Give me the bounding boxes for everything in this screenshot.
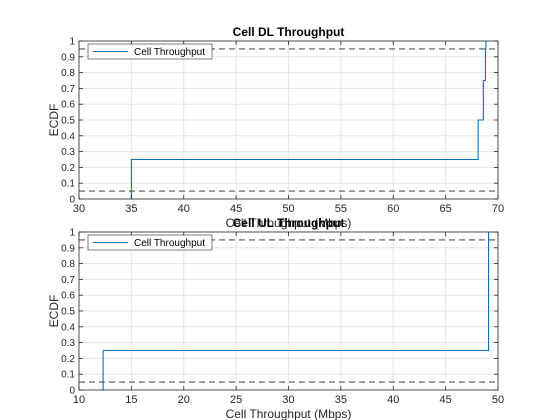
chart-title: Cell DL Throughput (233, 25, 345, 39)
legend-box (87, 234, 213, 251)
chart-title: Cell UL Throughput (233, 216, 345, 230)
y-tick-label: 0.1 (61, 370, 75, 381)
y-tick-label: 0.5 (61, 307, 75, 318)
y-tick-label: 0.1 (61, 179, 75, 190)
y-tick-label: 0.2 (61, 163, 75, 174)
x-tick-label: 50 (492, 394, 504, 406)
y-tick-label: 0.2 (61, 354, 75, 365)
y-tick-label: 0.9 (61, 52, 75, 63)
y-axis-label: ECDF (47, 295, 61, 328)
x-tick-label: 35 (335, 394, 347, 406)
x-tick-label: 45 (440, 394, 452, 406)
x-tick-label: 65 (440, 203, 452, 215)
x-tick-label: 15 (125, 394, 137, 406)
y-axis-label: ECDF (47, 104, 61, 137)
x-tick-label: 35 (125, 203, 137, 215)
x-tick-label: 60 (387, 203, 399, 215)
x-tick-label: 40 (387, 394, 399, 406)
y-tick-label: 0.3 (61, 147, 75, 158)
x-axis-label: Cell Throughput (Mbps) (226, 216, 352, 230)
x-axis-label: Cell Throughput (Mbps) (226, 407, 352, 420)
x-tick-label: 70 (492, 203, 504, 215)
y-tick-label: 0 (69, 386, 75, 397)
y-tick-label: 0.8 (61, 68, 75, 79)
y-tick-label: 0.9 (61, 243, 75, 254)
series-line (102, 232, 490, 390)
y-tick-label: 1 (69, 37, 75, 48)
legend-label: Cell Throughput (134, 47, 205, 58)
y-tick-label: 0.7 (61, 84, 75, 95)
y-tick-label: 0.6 (61, 291, 75, 302)
x-tick-label: 25 (230, 394, 242, 406)
x-tick-label: 30 (282, 394, 294, 406)
x-tick-label: 10 (73, 394, 85, 406)
y-tick-label: 0 (69, 195, 75, 206)
x-tick-label: 50 (282, 203, 294, 215)
legend-box (87, 43, 213, 60)
y-tick-label: 0.8 (61, 259, 75, 270)
y-tick-label: 0.5 (61, 116, 75, 127)
y-tick-label: 0.4 (61, 131, 75, 142)
y-tick-label: 0.4 (61, 322, 75, 333)
x-tick-label: 55 (335, 203, 347, 215)
y-tick-label: 0.7 (61, 275, 75, 286)
x-tick-label: 40 (178, 203, 190, 215)
legend-label: Cell Throughput (134, 238, 205, 249)
y-tick-label: 1 (69, 228, 75, 239)
x-tick-label: 30 (73, 203, 85, 215)
y-tick-label: 0.6 (61, 100, 75, 111)
y-tick-label: 0.3 (61, 338, 75, 349)
x-tick-label: 20 (178, 394, 190, 406)
ul-throughput-chart: 10 15 20 25 30 35 40 45 50 0 0.1 0.2 0.3 0.4 0.5 0.6 0.7… (47, 216, 504, 420)
series-line (130, 41, 487, 199)
dl-throughput-chart: 30 35 40 45 50 55 60 65 70 0 0.1 0.2 0.3 0.4 0.5 0.6 0.7… (47, 25, 504, 230)
x-tick-label: 45 (230, 203, 242, 215)
